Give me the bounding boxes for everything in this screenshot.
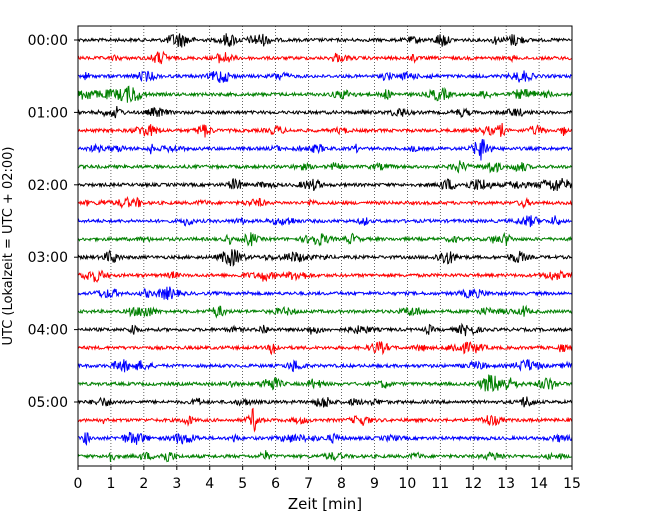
x-tick-label: 6 bbox=[271, 476, 280, 492]
x-tick-label: 8 bbox=[337, 476, 346, 492]
plot-frame bbox=[77, 25, 573, 467]
trace-0530 bbox=[77, 431, 573, 447]
y-tick-label: 02:00 bbox=[28, 178, 68, 194]
y-axis-ticks: 00:00 01:00 02:00 03:00 04:00 05:00 bbox=[28, 33, 78, 411]
x-tick-label: 11 bbox=[431, 476, 449, 492]
trace-0000 bbox=[77, 33, 573, 48]
x-tick-label: 10 bbox=[398, 476, 416, 492]
trace-0400 bbox=[77, 322, 573, 337]
trace-0415 bbox=[77, 341, 573, 356]
x-tick-label: 0 bbox=[74, 476, 83, 492]
x-axis-ticks: 0 1 2 3 4 5 6 7 8 9 10 11 12 13 14 15 bbox=[74, 466, 581, 492]
x-tick-label: 5 bbox=[238, 476, 247, 492]
trace-0200 bbox=[77, 178, 573, 192]
trace-0145 bbox=[77, 160, 573, 174]
y-tick-label: 04:00 bbox=[28, 323, 68, 339]
x-tick-label: 13 bbox=[497, 476, 515, 492]
trace-0500 bbox=[77, 396, 573, 408]
y-tick-label: 01:00 bbox=[28, 105, 68, 121]
x-tick-label: 12 bbox=[464, 476, 482, 492]
x-tick-label: 2 bbox=[139, 476, 148, 492]
trace-0245 bbox=[77, 231, 573, 247]
y-tick-label: 03:00 bbox=[28, 250, 68, 266]
trace-0515 bbox=[77, 407, 573, 433]
trace-0215 bbox=[77, 195, 573, 210]
trace-0130 bbox=[77, 139, 573, 161]
trace-0230 bbox=[77, 215, 573, 228]
x-tick-label: 1 bbox=[106, 476, 115, 492]
y-tick-label: 05:00 bbox=[28, 395, 68, 411]
trace-0315 bbox=[77, 269, 573, 283]
trace-0330 bbox=[77, 286, 573, 301]
trace-0300 bbox=[77, 249, 573, 267]
trace-0430 bbox=[77, 359, 573, 373]
y-axis-label: UTC (Lokalzeit = UTC + 02:00) bbox=[1, 147, 16, 346]
x-tick-label: 14 bbox=[530, 476, 548, 492]
trace-0100 bbox=[77, 105, 573, 119]
seismic-traces bbox=[77, 33, 573, 463]
trace-0345 bbox=[77, 304, 573, 319]
x-tick-label: 15 bbox=[563, 476, 581, 492]
x-tick-label: 7 bbox=[304, 476, 313, 492]
x-tick-label: 9 bbox=[370, 476, 379, 492]
trace-0115 bbox=[77, 123, 573, 138]
x-tick-label: 4 bbox=[205, 476, 214, 492]
trace-0030 bbox=[77, 70, 573, 83]
trace-0445 bbox=[77, 374, 573, 393]
x-tick-label: 3 bbox=[172, 476, 181, 492]
trace-0015 bbox=[77, 50, 573, 65]
trace-0545 bbox=[77, 450, 573, 463]
x-axis-label: Zeit [min] bbox=[288, 495, 362, 513]
trace-0045 bbox=[77, 85, 573, 103]
y-tick-label: 00:00 bbox=[28, 33, 68, 49]
x-gridlines bbox=[110, 26, 540, 466]
